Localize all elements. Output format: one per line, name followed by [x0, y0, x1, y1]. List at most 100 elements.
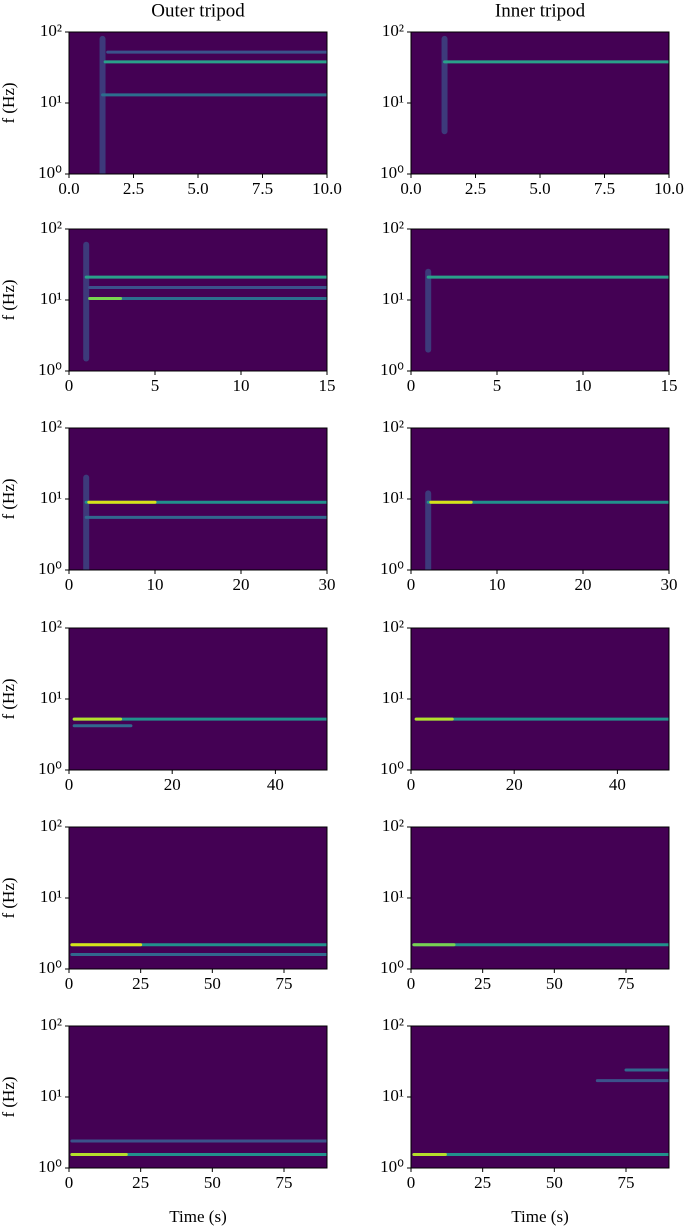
- x-tick-label: 7.5: [252, 179, 273, 198]
- y-axis-label: f (Hz): [0, 1076, 18, 1117]
- x-tick-label: 0: [65, 1173, 74, 1192]
- y-tick-label: 10¹: [382, 92, 404, 111]
- plot-area: [70, 943, 327, 957]
- y-tick-label: 10²: [40, 617, 62, 636]
- y-tick-label: 10¹: [40, 887, 62, 906]
- x-tick-label: 50: [204, 1173, 221, 1192]
- x-tick-label: 0: [407, 376, 416, 395]
- x-tick-label: 0.0: [58, 179, 79, 198]
- y-tick-label: 10⁰: [38, 163, 62, 182]
- x-tick-label: 20: [506, 775, 523, 794]
- y-tick-label: 10²: [40, 1015, 62, 1034]
- y-tick-label: 10¹: [40, 92, 62, 111]
- x-axis-label: Time (s): [511, 1207, 568, 1226]
- panel-title: Outer tripod: [151, 0, 245, 21]
- x-tick-label: 75: [618, 974, 635, 993]
- y-tick-label: 10⁰: [380, 958, 404, 977]
- y-tick-label: 10⁰: [380, 1157, 404, 1176]
- y-tick-label: 10⁰: [380, 360, 404, 379]
- plot-area: [83, 474, 327, 570]
- x-tick-label: 30: [661, 575, 678, 594]
- x-tick-label: 0: [407, 974, 416, 993]
- x-tick-label: 10.0: [654, 179, 684, 198]
- x-tick-label: 10.0: [312, 179, 342, 198]
- y-tick-label: 10²: [382, 218, 404, 237]
- plot-background: [69, 1026, 327, 1168]
- y-tick-label: 10²: [40, 21, 62, 40]
- x-tick-label: 25: [132, 1173, 149, 1192]
- x-tick-label: 0: [65, 974, 74, 993]
- plot-background: [69, 827, 327, 969]
- x-tick-label: 5: [151, 376, 160, 395]
- y-tick-label: 10¹: [382, 1086, 404, 1105]
- y-tick-label: 10¹: [40, 488, 62, 507]
- x-tick-label: 15: [661, 376, 678, 395]
- y-tick-label: 10²: [382, 617, 404, 636]
- x-tick-label: 25: [132, 974, 149, 993]
- y-tick-label: 10²: [40, 218, 62, 237]
- x-tick-label: 2.5: [123, 179, 144, 198]
- x-tick-label: 10: [147, 575, 164, 594]
- plot-area: [72, 717, 327, 728]
- plot-area: [99, 35, 327, 174]
- y-tick-label: 10¹: [382, 488, 404, 507]
- y-tick-label: 10⁰: [380, 559, 404, 578]
- y-tick-label: 10⁰: [38, 759, 62, 778]
- x-tick-label: 0: [407, 775, 416, 794]
- x-tick-label: 0: [407, 1173, 416, 1192]
- x-tick-label: 20: [233, 575, 250, 594]
- plot-area: [441, 35, 669, 135]
- y-tick-label: 10²: [382, 21, 404, 40]
- y-axis-label: f (Hz): [0, 279, 18, 320]
- x-tick-label: 0: [65, 775, 74, 794]
- y-tick-label: 10¹: [40, 1086, 62, 1105]
- y-tick-label: 10¹: [382, 887, 404, 906]
- plot-area: [425, 268, 669, 353]
- y-tick-label: 10¹: [40, 289, 62, 308]
- x-tick-label: 50: [546, 1173, 563, 1192]
- x-tick-label: 7.5: [594, 179, 615, 198]
- plot-background: [411, 428, 669, 570]
- plot-background: [411, 628, 669, 770]
- x-tick-label: 20: [575, 575, 592, 594]
- x-tick-label: 75: [276, 974, 293, 993]
- x-tick-label: 30: [319, 575, 336, 594]
- x-tick-label: 0: [65, 376, 74, 395]
- y-tick-label: 10²: [382, 816, 404, 835]
- x-tick-label: 0.0: [400, 179, 421, 198]
- x-tick-label: 5.0: [529, 179, 550, 198]
- x-tick-label: 5: [493, 376, 502, 395]
- x-tick-label: 10: [489, 575, 506, 594]
- plot-background: [411, 229, 669, 371]
- x-tick-label: 75: [618, 1173, 635, 1192]
- y-tick-label: 10²: [382, 1015, 404, 1034]
- y-tick-label: 10⁰: [38, 1157, 62, 1176]
- x-tick-label: 25: [474, 974, 491, 993]
- y-tick-label: 10⁰: [38, 360, 62, 379]
- plot-area: [412, 1068, 669, 1156]
- plot-background: [69, 229, 327, 371]
- y-axis-label: f (Hz): [0, 678, 18, 719]
- x-tick-label: 40: [267, 775, 284, 794]
- x-tick-label: 50: [204, 974, 221, 993]
- y-tick-label: 10⁰: [380, 759, 404, 778]
- x-tick-label: 0: [65, 575, 74, 594]
- plot-background: [69, 32, 327, 174]
- y-axis-label: f (Hz): [0, 478, 18, 519]
- x-tick-label: 15: [319, 376, 336, 395]
- x-tick-label: 50: [546, 974, 563, 993]
- x-tick-label: 40: [609, 775, 626, 794]
- plot-area: [83, 241, 327, 362]
- x-tick-label: 5.0: [187, 179, 208, 198]
- plot-background: [411, 1026, 669, 1168]
- x-tick-label: 10: [575, 376, 592, 395]
- x-axis-label: Time (s): [169, 1207, 226, 1226]
- x-tick-label: 2.5: [465, 179, 486, 198]
- x-tick-label: 10: [233, 376, 250, 395]
- y-tick-label: 10⁰: [38, 559, 62, 578]
- x-tick-label: 25: [474, 1173, 491, 1192]
- plot-area: [425, 490, 669, 570]
- y-axis-label: f (Hz): [0, 877, 18, 918]
- plot-background: [69, 628, 327, 770]
